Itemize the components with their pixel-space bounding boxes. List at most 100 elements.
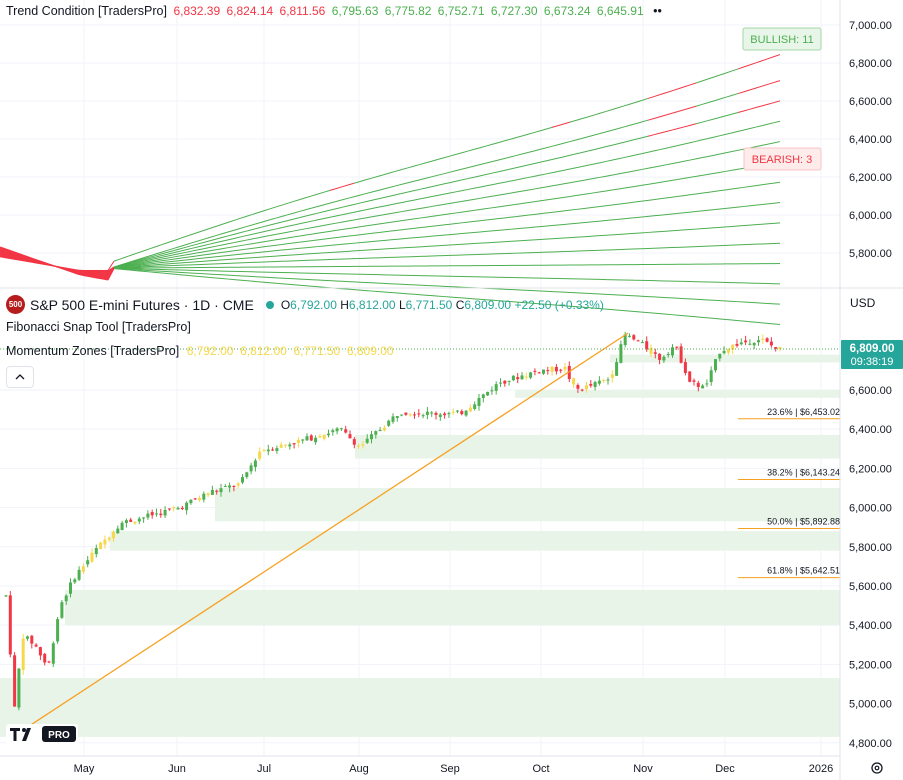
fib-anchor-line[interactable] — [13, 332, 629, 737]
ribbon-segment — [455, 152, 463, 155]
ribbon-segment — [617, 202, 625, 205]
candle-body — [567, 365, 571, 379]
ribbon-segment — [497, 169, 505, 173]
candle-body — [215, 490, 219, 492]
ribbon-segment — [497, 217, 505, 220]
ribbon-segment — [461, 167, 469, 170]
ribbon-segment — [371, 223, 379, 226]
more-icon[interactable]: •• — [653, 4, 662, 18]
candle-body — [490, 390, 494, 392]
currency-selector[interactable]: USD — [846, 293, 896, 313]
candle-body — [731, 344, 735, 350]
time-tick-label: Aug — [349, 763, 369, 775]
ribbon-segment — [689, 123, 697, 126]
ribbon-segment — [359, 217, 367, 220]
ribbon-segment — [293, 217, 301, 220]
ribbon-segment — [599, 190, 607, 193]
ribbon-segment — [263, 235, 271, 238]
ribbon-segment — [353, 194, 361, 198]
candle-body — [636, 340, 640, 342]
ribbon-segment — [563, 121, 571, 125]
ribbon-segment — [197, 251, 205, 254]
ribbon-segment — [383, 186, 391, 190]
candle-body — [193, 498, 197, 500]
ribbon-segment — [563, 168, 571, 171]
symbol-title[interactable]: S&P 500 E-mini Futures · 1D · CME — [30, 296, 254, 313]
ribbon-segment — [677, 314, 685, 317]
trend-legend[interactable]: Trend Condition [TradersPro] 6,832.39 6,… — [6, 4, 662, 18]
ribbon-segment — [431, 194, 439, 198]
ribbon-segment — [413, 217, 421, 220]
ribbon-segment — [671, 314, 679, 316]
candle-body — [77, 569, 81, 580]
ribbon-segment — [539, 199, 547, 202]
ribbon-segment — [521, 152, 529, 155]
ribbon-segment — [491, 142, 499, 145]
momentum-indicator-legend[interactable]: Momentum Zones [TradersPro] 6,792.00 6,8… — [6, 344, 394, 358]
ribbon-segment — [575, 151, 583, 155]
ribbon-segment — [401, 182, 409, 185]
ribbon-segment — [485, 161, 493, 164]
candle-body — [739, 342, 743, 345]
ribbon-segment — [761, 183, 769, 186]
collapse-legend-button[interactable] — [6, 366, 34, 388]
ribbon-segment — [749, 321, 757, 323]
ribbon-segment — [569, 119, 577, 123]
symbol-legend[interactable]: 500 S&P 500 E-mini Futures · 1D · CME O6… — [6, 295, 604, 314]
ribbon-segment — [509, 228, 517, 230]
price-tick-label: 4,800.00 — [849, 738, 892, 750]
ribbon-segment — [719, 318, 727, 321]
ribbon-segment — [575, 208, 583, 210]
ribbon-segment — [317, 191, 325, 195]
ribbon-segment — [533, 213, 541, 215]
ribbon-segment — [743, 205, 751, 207]
ribbon-segment — [557, 196, 565, 199]
ribbon-segment — [263, 240, 271, 243]
candle-body — [167, 508, 171, 510]
ribbon-segment — [635, 153, 643, 156]
ribbon-segment — [545, 185, 553, 188]
ribbon-segment — [473, 164, 481, 167]
ribbon-segment — [611, 173, 619, 176]
ribbon-segment — [269, 217, 277, 221]
ribbon-segment — [587, 149, 595, 152]
ribbon-segment — [5, 255, 13, 259]
ribbon-segment — [113, 268, 121, 270]
ribbon-segment — [233, 253, 241, 256]
gear-icon[interactable] — [871, 762, 883, 774]
ribbon-segment — [491, 159, 499, 163]
ribbon-segment — [371, 215, 379, 218]
fib-indicator-legend[interactable]: Fibonacci Snap Tool [TradersPro] — [6, 320, 191, 334]
candle-body — [357, 445, 361, 447]
ribbon-segment — [377, 188, 385, 191]
ribbon-segment — [521, 202, 529, 205]
price-axis[interactable]: 6,600.00 6,400.00 6,200.00 6,000.00 5,800.00… — [849, 385, 892, 750]
ribbon-segment — [311, 232, 319, 235]
ribbon-segment — [695, 157, 703, 160]
last-price-value: 6,809.00 — [850, 343, 895, 355]
ribbon-segment — [143, 260, 151, 263]
ribbon-segment — [767, 202, 775, 205]
time-axis[interactable]: May Jun Jul Aug Sep Oct Nov Dec 2026 — [74, 763, 834, 775]
trend-price-axis[interactable]: 7,000.00 6,800.00 6,600.00 6,400.00 6,200.00… — [849, 20, 892, 260]
candle-body — [550, 366, 554, 372]
ribbon-segment — [473, 186, 481, 189]
ribbon-segment — [707, 118, 715, 122]
ribbon-segment — [149, 256, 157, 259]
ribbon-segment — [719, 115, 727, 118]
candle-body — [99, 542, 103, 550]
ribbon-segment — [179, 246, 187, 250]
ribbon-segment — [695, 103, 703, 107]
ribbon-segment — [215, 277, 223, 280]
ribbon-segment — [611, 218, 619, 221]
ribbon-segment — [707, 136, 715, 139]
ribbon-segment — [683, 176, 691, 179]
ribbon-segment — [155, 260, 163, 263]
candle-body — [529, 372, 533, 378]
tradingview-logo[interactable]: PRO — [6, 724, 78, 744]
ribbon-segment — [299, 247, 307, 249]
ribbon-segment — [371, 198, 379, 201]
ribbon-segment — [749, 126, 757, 129]
ribbon-segment — [269, 239, 277, 242]
